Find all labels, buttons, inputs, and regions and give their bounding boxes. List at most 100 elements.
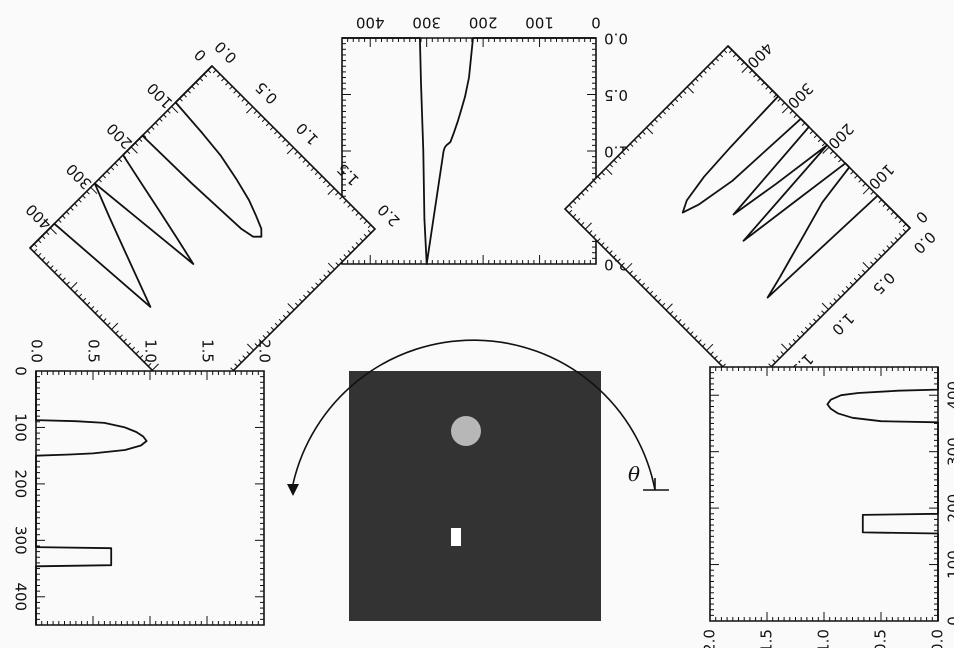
x-tick — [367, 229, 372, 234]
y-tick — [221, 77, 225, 82]
y-tick — [870, 261, 874, 266]
y-tick — [229, 86, 233, 90]
x-tick — [130, 146, 138, 154]
x-tick — [714, 355, 718, 359]
phantom-image — [349, 371, 601, 621]
x-tick — [62, 215, 66, 219]
x-tick — [694, 335, 698, 339]
y-tick — [253, 110, 258, 115]
x-tick — [142, 134, 147, 138]
x-tick — [171, 106, 179, 114]
x-tick — [303, 294, 307, 299]
x-tick — [118, 158, 123, 163]
x-tick-label: 300 — [412, 14, 441, 32]
y-tick — [629, 143, 634, 147]
x-tick — [355, 241, 360, 246]
y-tick — [878, 253, 882, 257]
y-tick — [625, 147, 630, 152]
y-tick — [576, 196, 581, 200]
x-tick — [238, 359, 242, 363]
projection-lower-left: 0 100 200 300 400 0.0 0.5 1.0 1.5 2.0 — [12, 339, 274, 626]
y-tick — [327, 187, 335, 195]
y-tick — [135, 350, 140, 355]
x-tick — [327, 270, 331, 274]
x-tick — [822, 146, 830, 154]
y-tick — [269, 126, 274, 131]
x-tick — [605, 246, 609, 250]
x-tick — [327, 262, 335, 270]
x-tick — [629, 270, 633, 275]
x-tick — [78, 199, 82, 203]
x-tick — [274, 322, 279, 327]
x-tick — [167, 110, 171, 114]
x-tick-label: 100 — [525, 14, 554, 32]
y-tick — [772, 359, 776, 363]
x-tick — [286, 310, 291, 315]
y-tick — [111, 322, 119, 330]
y-tick — [282, 138, 286, 143]
y-tick — [642, 131, 646, 135]
x-tick — [665, 303, 673, 311]
y-tick — [654, 118, 658, 123]
y-tick-label: 0.0 — [28, 339, 46, 363]
x-tick — [270, 326, 275, 331]
y-tick — [813, 318, 817, 323]
x-tick — [323, 274, 327, 278]
y-tick — [343, 200, 347, 204]
y-tick — [139, 354, 144, 359]
y-tick — [821, 310, 825, 314]
y-tick — [568, 204, 573, 209]
x-tick — [718, 359, 722, 364]
y-tick — [617, 155, 622, 160]
y-tick-label: 1.5 — [758, 629, 776, 648]
y-tick — [695, 78, 699, 82]
x-tick — [621, 262, 625, 266]
y-tick — [306, 163, 311, 167]
y-tick — [367, 224, 372, 229]
y-tick — [286, 147, 294, 155]
projection-curve — [826, 367, 939, 621]
x-tick — [74, 203, 78, 207]
x-tick — [702, 343, 706, 347]
y-tick — [781, 343, 789, 351]
y-tick — [829, 302, 833, 306]
x-tick-label: 400 — [356, 14, 385, 32]
y-tick — [845, 285, 850, 290]
x-tick — [114, 162, 119, 167]
x-tick — [685, 327, 690, 331]
y-tick — [861, 269, 866, 274]
y-tick — [572, 200, 577, 205]
x-tick — [572, 213, 577, 218]
x-tick — [690, 331, 694, 335]
x-tick — [315, 282, 319, 286]
y-tick — [339, 196, 343, 200]
x-tick — [588, 230, 593, 234]
y-tick-label: 2.0 — [256, 339, 274, 363]
y-tick — [585, 188, 589, 192]
x-tick — [793, 114, 798, 118]
x-tick — [98, 178, 102, 183]
y-tick — [326, 183, 331, 188]
y-tick — [294, 151, 298, 155]
y-tick — [662, 110, 666, 115]
projection-panels: 0 100 200 300 400 0.0 0.5 1.0 1.5 2.0 0 100 200 300 40… — [12, 14, 954, 648]
x-tick — [710, 351, 714, 355]
x-tick — [681, 323, 686, 327]
y-tick — [50, 265, 54, 269]
x-tick — [862, 187, 870, 195]
x-tick — [781, 106, 790, 114]
x-tick-label: 100 — [12, 413, 30, 442]
y-tick — [94, 310, 99, 314]
theta-label: θ — [628, 462, 640, 486]
y-tick — [86, 301, 91, 306]
y-tick — [646, 127, 654, 135]
y-tick — [605, 167, 613, 175]
y-tick — [613, 159, 618, 164]
x-tick — [653, 294, 658, 299]
x-tick — [777, 98, 781, 102]
x-tick — [870, 191, 874, 195]
y-tick — [347, 204, 351, 208]
y-tick — [886, 245, 890, 249]
y-tick-label: 1.0 — [815, 629, 833, 648]
x-tick — [339, 258, 343, 262]
